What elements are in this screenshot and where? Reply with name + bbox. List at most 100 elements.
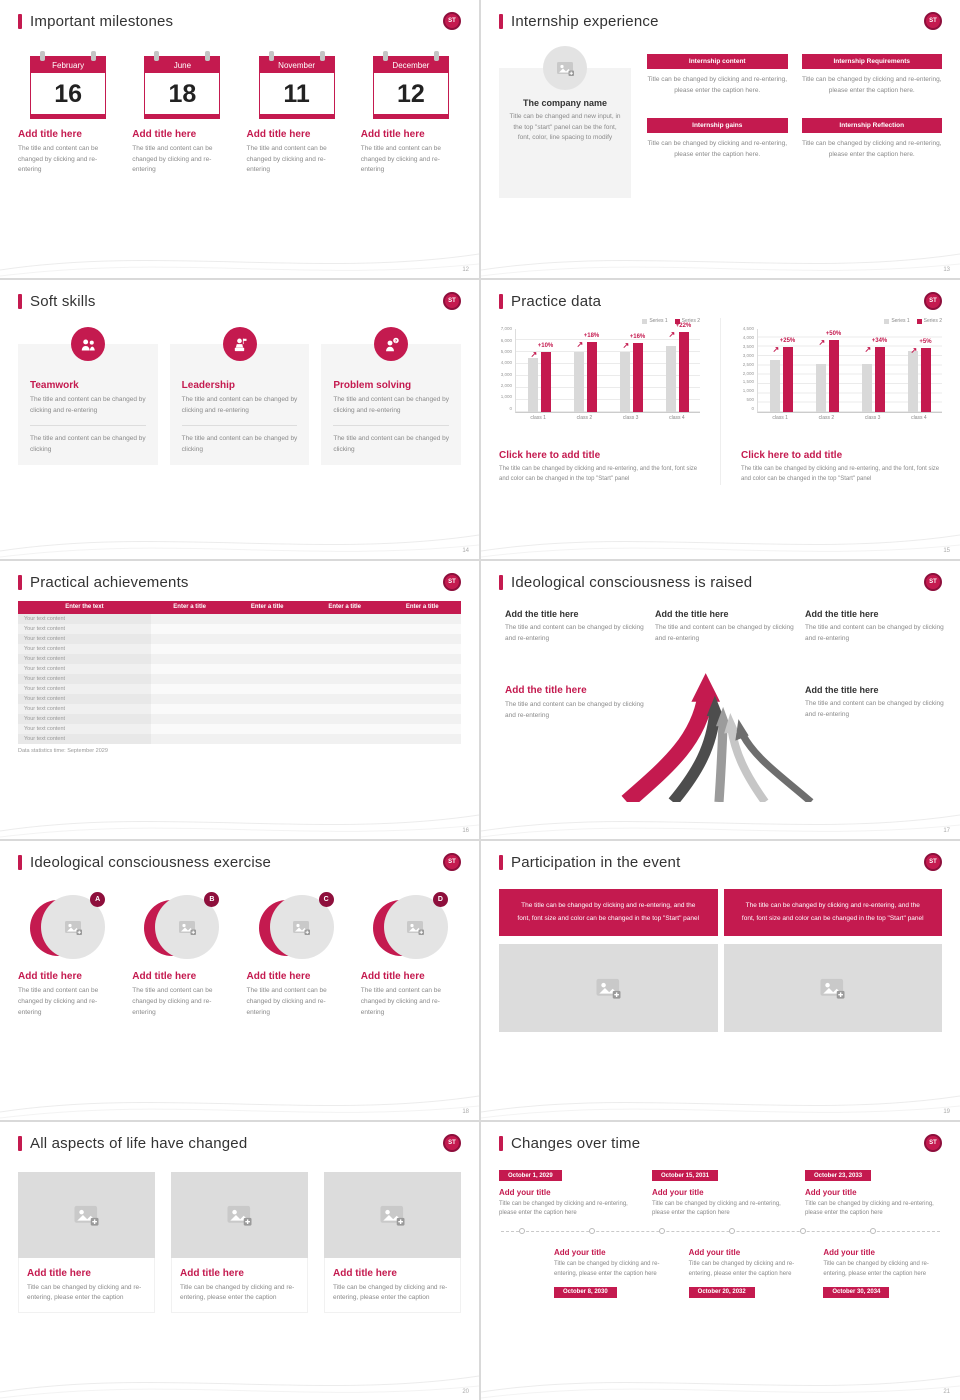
slide-title: Practical achievements (30, 573, 189, 591)
page-number: 12 (462, 267, 469, 274)
chart-bar: +22% ↗ (669, 323, 691, 413)
table-cell (228, 623, 306, 634)
table-cell (150, 713, 229, 724)
table-cell (305, 663, 384, 674)
table-row: Your text content (18, 733, 461, 744)
table-cell (383, 643, 461, 654)
image-placeholder[interactable] (171, 1171, 308, 1258)
calendar-ring-icon (382, 51, 388, 61)
school-logo-icon: ST (443, 12, 461, 30)
image-placeholder[interactable] (499, 943, 718, 1032)
bar-group: +10% ↗ (527, 343, 553, 413)
school-logo-icon: ST (443, 572, 461, 591)
calendar-ring-icon (91, 51, 97, 61)
table-cell (383, 723, 461, 734)
slide-important-milestones: Important milestones ST February 16 Add … (0, 0, 479, 279)
chart-bar: +5% ↗ (911, 339, 932, 413)
school-logo-icon: ST (443, 853, 461, 872)
y-tick-label: 2,000 (500, 383, 512, 389)
milestone-title: Add title here (360, 129, 425, 140)
skill-footer: The title and content can be changed by … (181, 434, 298, 453)
table-cell (150, 723, 229, 734)
milestone-caption: The title and content can be changed by … (132, 145, 213, 174)
table-cell (383, 653, 461, 664)
legend-swatch (642, 318, 648, 324)
exercise-item: A Add title here The title and content c… (18, 892, 118, 1018)
table-cell (150, 613, 229, 624)
image-placeholder[interactable] (18, 1171, 155, 1258)
table-cell (383, 703, 461, 714)
growth-label: +18% (583, 332, 600, 339)
exercise-item: D Add title here The title and content c… (361, 892, 461, 1018)
table-cell: Your text content (18, 663, 151, 674)
slide-title: Changes over time (511, 1134, 641, 1152)
circle-graphic: B (144, 892, 220, 961)
table-cell (228, 723, 306, 734)
milestone-caption: The title and content can be changed by … (18, 145, 99, 174)
picture-icon (226, 1204, 253, 1226)
calendar-icon: February 16 (30, 51, 107, 119)
table-row: Your text content (18, 673, 461, 684)
table-cell (305, 683, 384, 694)
add-title-link[interactable]: Click here to add title (741, 450, 843, 462)
growth-arrow-icon: ↗ (576, 339, 584, 349)
calendar-day: 12 (373, 73, 448, 118)
picture-icon (64, 920, 83, 936)
growth-arrow-icon: ↗ (530, 350, 538, 360)
table-header-cell: Enter a title (305, 600, 384, 614)
divider (333, 424, 450, 426)
circle-graphic: A (30, 892, 106, 961)
company-caption: Title can be changed and new input, in t… (509, 113, 621, 142)
image-placeholder[interactable] (543, 46, 587, 90)
internship-section: Internship gains Title can be changed by… (647, 118, 788, 160)
legend-swatch (916, 318, 922, 324)
block-caption: The title and content can be changed by … (505, 700, 644, 719)
table-cell (228, 633, 306, 644)
title-accent-bar (18, 1135, 22, 1151)
chart-bar (527, 358, 538, 413)
page-number: 14 (462, 547, 469, 554)
table-cell (150, 643, 229, 654)
title-block: Add the title here The title and content… (805, 609, 947, 644)
chart-bar: +10% ↗ (531, 343, 553, 413)
chart-bar (573, 352, 584, 413)
table-row: Your text content (18, 683, 461, 694)
timeline-title: Add your title (554, 1248, 606, 1258)
add-title-link[interactable]: Click here to add title (499, 450, 601, 462)
picture-icon (406, 920, 425, 936)
table-cell: Your text content (18, 733, 151, 744)
y-tick-label: 7,000 (500, 326, 512, 332)
timeline-node (729, 1228, 736, 1235)
table-cell (305, 643, 384, 654)
title-accent-bar (18, 294, 22, 310)
page-number: 18 (462, 1108, 469, 1115)
table-cell (150, 673, 229, 684)
card-caption: Title can be changed by clicking and re-… (333, 1283, 448, 1302)
timeline-node (869, 1228, 876, 1235)
legend-item: Series 1 (642, 318, 668, 324)
image-placeholder[interactable] (324, 1171, 461, 1258)
bar-group: +5% ↗ (907, 339, 932, 413)
skill-body: The title and content can be changed by … (30, 396, 146, 415)
date-badge: October 30, 2034 (823, 1286, 890, 1298)
milestone-item: June 18 Add title here The title and con… (132, 48, 232, 176)
date-badge: October 20, 2032 (688, 1286, 755, 1298)
exercise-title: Add title here (132, 971, 197, 983)
table-cell (228, 713, 306, 724)
timeline-title: Add your title (652, 1187, 704, 1197)
y-tick-label: 4,000 (742, 335, 754, 341)
slide-participation: Participation in the event ST The title … (481, 841, 960, 1120)
decorative-wave (0, 253, 479, 277)
circle-graphic: C (258, 892, 335, 961)
calendar-ring-icon (319, 51, 325, 61)
calendar-month: November (259, 57, 334, 73)
image-placeholder[interactable] (723, 943, 942, 1032)
company-name: The company name (522, 98, 608, 108)
skill-footer: The title and content can be changed by … (333, 434, 449, 453)
table-cell (305, 623, 384, 634)
table-header-cell: Enter a title (228, 600, 306, 614)
skill-body: The title and content can be changed by … (333, 396, 449, 415)
timeline-item: Add your title Title can be changed by c… (554, 1242, 673, 1298)
y-tick-label: 4,000 (500, 360, 512, 366)
section-header: Internship Requirements (801, 54, 942, 69)
